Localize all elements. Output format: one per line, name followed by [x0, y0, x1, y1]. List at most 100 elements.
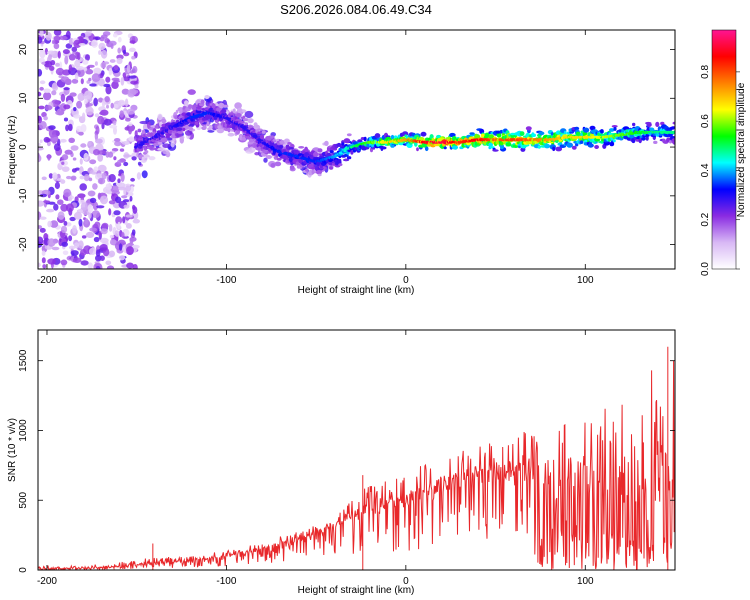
spectrogram-cell — [67, 197, 73, 202]
spectrogram-cell — [64, 149, 73, 155]
spectrogram-cell — [234, 102, 242, 110]
spectrogram-cell — [119, 148, 125, 152]
spectrogram-cell — [505, 142, 512, 147]
spectrogram-cell — [188, 104, 193, 109]
spectrogram-cell — [79, 158, 83, 165]
spectrogram-cell — [390, 134, 395, 140]
spectrogram-cell — [98, 50, 102, 55]
spectrogram-cell — [78, 218, 83, 227]
spectrogram-cell — [100, 49, 108, 59]
spectrogram-cell — [449, 132, 456, 138]
spectrogram-cell — [311, 167, 316, 170]
spectrogram-cell — [129, 47, 136, 52]
spectrogram-cell — [338, 163, 343, 167]
spectrogram-cell — [92, 201, 99, 211]
spectrogram-cell — [161, 137, 168, 143]
spectrogram-cell — [199, 119, 203, 123]
spectrogram-cell — [61, 166, 70, 173]
spectrogram-cell — [420, 131, 427, 137]
spectrogram-cell — [270, 163, 276, 168]
spectrogram-cell — [60, 203, 69, 212]
spectrogram-cell — [390, 144, 395, 148]
spectrogram-cell — [93, 236, 100, 243]
spectrogram-cell — [613, 126, 617, 131]
spectrogram-cell — [187, 89, 196, 95]
spectrogram-cell — [83, 67, 88, 72]
spectrogram-cell — [186, 112, 192, 117]
spectrogram-cell — [492, 149, 499, 152]
spectrogram-cell — [275, 152, 279, 158]
spectrogram-cell — [236, 107, 243, 113]
spectrogram-cell — [84, 90, 93, 100]
x-tick-label: 100 — [577, 275, 594, 286]
spectrogram-cell — [41, 257, 46, 264]
spectrogram-cell — [112, 103, 119, 109]
spectrogram-cell — [194, 121, 199, 126]
spectrogram-cell — [121, 141, 130, 145]
spectrogram-cell — [101, 172, 107, 180]
spectrogram-cell — [248, 146, 256, 153]
spectrogram-cell — [115, 196, 122, 204]
spectrogram-cell — [53, 43, 60, 50]
spectrogram-cell — [96, 205, 105, 209]
spectrogram-cell — [227, 132, 235, 137]
spectrogram-cell — [145, 150, 149, 154]
spectrogram-cell — [57, 211, 65, 220]
spectrogram-cell — [108, 224, 113, 232]
spectrogram-cell — [105, 260, 112, 266]
spectrogram-cell — [68, 235, 73, 242]
spectrogram-cell — [47, 238, 56, 247]
spectrogram-cell — [161, 118, 167, 124]
spectrogram-cell — [68, 64, 73, 72]
spectrogram-cell — [175, 109, 179, 114]
spectrogram-cell — [87, 141, 92, 146]
snr-frame — [37, 329, 676, 571]
y-tick-label: 20 — [18, 44, 29, 56]
spectrogram-cell — [346, 133, 352, 137]
spectrogram-cell — [72, 257, 82, 264]
spectrogram-cell — [672, 121, 675, 125]
spectrogram-cell — [582, 131, 588, 136]
spectrogram-cell — [184, 100, 189, 106]
spectrogram-cell — [53, 143, 61, 152]
spectrogram-cell — [39, 121, 47, 130]
spectrogram-cell — [270, 135, 275, 138]
spectrogram-cell — [88, 77, 92, 82]
spectrogram-cell — [39, 139, 43, 143]
spectrogram-cell — [86, 66, 90, 70]
spectrogram-cell — [121, 195, 128, 199]
spectrogram-cell — [289, 165, 295, 170]
spectrogram-cell — [101, 122, 105, 130]
spectrogram-cell — [221, 108, 227, 114]
spectrogram-cell — [143, 145, 148, 151]
spectrogram-cell — [122, 72, 127, 78]
spectrogram-cell — [50, 134, 59, 144]
spectrogram-cell — [39, 48, 44, 52]
spectrogram-cell — [68, 123, 73, 132]
spectrogram-cell — [374, 133, 381, 139]
spectrogram-cell — [80, 143, 87, 148]
spectrogram-cell — [76, 125, 83, 132]
spectrogram-cell — [71, 46, 78, 53]
spectrogram-cell — [227, 127, 231, 133]
spectrogram-cell — [583, 127, 590, 133]
x-tick-label: -100 — [216, 275, 236, 286]
spectrogram-frame — [37, 29, 676, 270]
spectrogram-cell — [329, 166, 333, 170]
spectrogram-cell — [45, 138, 52, 142]
spectrogram-cell — [91, 210, 101, 219]
spectrogram-cell — [66, 175, 72, 180]
spectrogram-cell — [241, 137, 247, 141]
spectrogram-cell — [239, 120, 245, 124]
y-tick-label: 1000 — [18, 419, 29, 442]
spectrogram-cell — [184, 130, 193, 136]
spectrogram-cell — [451, 145, 459, 150]
x-tick-label: 0 — [403, 576, 409, 587]
spectrogram-cell — [93, 67, 102, 76]
spectrogram-cell — [81, 235, 87, 239]
spectrogram-cell — [130, 80, 139, 85]
y-tick-label: -20 — [18, 237, 29, 252]
spectrogram-cell — [131, 55, 136, 60]
spectrogram-heatmap — [38, 30, 675, 269]
